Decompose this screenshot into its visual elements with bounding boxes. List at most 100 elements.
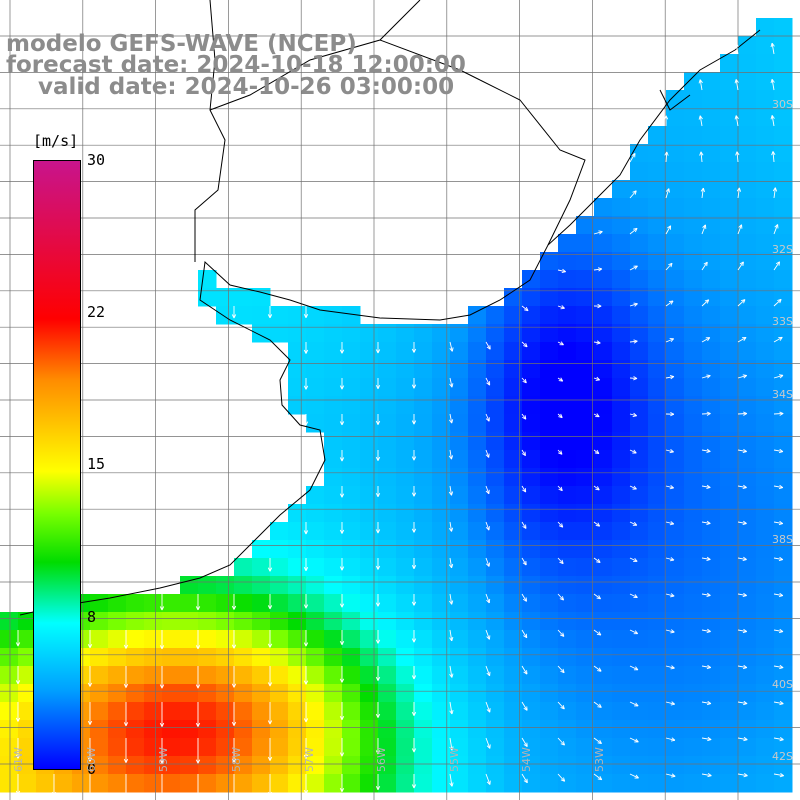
wind-speed-cell	[720, 252, 739, 271]
border-line	[209, 0, 421, 111]
wind-speed-cell	[630, 414, 649, 433]
wind-speed-cell	[576, 576, 595, 595]
wind-speed-cell	[756, 414, 775, 433]
wind-speed-cell	[504, 630, 523, 649]
wind-speed-cell	[738, 90, 757, 109]
wind-speed-cell	[774, 576, 793, 595]
wind-speed-cell	[774, 180, 793, 199]
wind-speed-cell	[342, 486, 361, 505]
wind-arrow	[593, 629, 602, 636]
wind-arrow	[231, 702, 237, 726]
wind-speed-cell	[684, 486, 703, 505]
wind-speed-cell	[702, 576, 721, 595]
wind-speed-cell	[774, 738, 793, 757]
wind-arrow	[375, 486, 381, 498]
wind-arrow	[303, 630, 309, 647]
wind-arrow	[159, 738, 165, 764]
wind-speed-cell	[252, 630, 271, 649]
wind-speed-cell	[738, 774, 757, 793]
wind-speed-cell	[288, 522, 307, 541]
wind-speed-cell	[666, 432, 685, 451]
wind-speed-cell	[666, 756, 685, 775]
wind-speed-cell	[108, 720, 127, 739]
wind-speed-cell	[738, 576, 757, 595]
wind-speed-cell	[414, 378, 433, 397]
wind-speed-cell	[144, 630, 163, 649]
wind-speed-cell	[486, 342, 505, 361]
wind-speed-cell	[684, 162, 703, 181]
wind-arrow	[303, 378, 309, 390]
wind-speed-cell	[774, 108, 793, 127]
wind-speed-cell	[306, 360, 325, 379]
wind-speed-cell	[576, 288, 595, 307]
wind-speed-cell	[558, 396, 577, 415]
wind-arrow	[737, 592, 747, 598]
wind-speed-cell	[576, 342, 595, 361]
wind-speed-cell	[774, 612, 793, 631]
wind-speed-cell	[576, 738, 595, 757]
wind-speed-cell	[306, 738, 325, 757]
wind-speed-cell	[270, 666, 289, 685]
wind-speed-cell	[540, 342, 559, 361]
wind-arrow	[303, 594, 309, 609]
wind-speed-cell	[504, 360, 523, 379]
wind-speed-cell	[468, 702, 487, 721]
wind-speed-cell	[720, 72, 739, 91]
wind-speed-cell	[468, 666, 487, 685]
wind-speed-cell	[306, 612, 325, 631]
wind-speed-cell	[648, 666, 667, 685]
wind-speed-cell	[342, 576, 361, 595]
wind-speed-cell	[450, 558, 469, 577]
wind-speed-cell	[342, 522, 361, 541]
wind-speed-cell	[162, 630, 181, 649]
wind-speed-cell	[648, 774, 667, 793]
wind-arrow	[339, 738, 345, 757]
wind-speed-cell	[666, 90, 685, 109]
wind-speed-cell	[612, 234, 631, 253]
wind-speed-cell	[306, 756, 325, 775]
wind-speed-cell	[288, 360, 307, 379]
wind-speed-cell	[252, 324, 271, 343]
wind-speed-cell	[234, 648, 253, 667]
border-line	[659, 89, 691, 111]
wind-speed-cell	[774, 414, 793, 433]
wind-speed-cell	[684, 126, 703, 145]
wind-speed-cell	[162, 666, 181, 685]
wind-arrow	[557, 629, 565, 637]
wind-arrow	[698, 115, 703, 127]
wind-arrow	[375, 558, 381, 570]
wind-speed-cell	[630, 396, 649, 415]
wind-speed-cell	[216, 666, 235, 685]
wind-speed-cell	[468, 594, 487, 613]
wind-speed-cell	[504, 540, 523, 559]
wind-speed-cell	[774, 432, 793, 451]
wind-arrow	[303, 774, 309, 794]
wind-speed-cell	[450, 648, 469, 667]
wind-arrow	[773, 664, 784, 670]
wind-speed-cell	[450, 468, 469, 487]
wind-arrow	[735, 151, 740, 163]
wind-speed-cell	[90, 684, 109, 703]
wind-arrow	[629, 302, 638, 307]
wind-speed-cell	[450, 342, 469, 361]
wind-speed-cell	[468, 684, 487, 703]
wind-speed-cell	[396, 324, 415, 343]
wind-speed-cell	[540, 576, 559, 595]
wind-speed-cell	[702, 666, 721, 685]
wind-speed-cell	[468, 342, 487, 361]
wind-speed-cell	[738, 180, 757, 199]
wind-arrow	[449, 701, 454, 715]
wind-speed-cell	[360, 666, 379, 685]
wind-speed-cell	[252, 288, 271, 307]
wind-speed-cell	[630, 468, 649, 487]
wind-arrow	[734, 115, 739, 127]
wind-speed-cell	[450, 360, 469, 379]
wind-arrow	[557, 305, 565, 310]
wind-speed-cell	[414, 432, 433, 451]
wind-speed-cell	[342, 684, 361, 703]
wind-speed-cell	[576, 270, 595, 289]
wind-speed-cell	[216, 648, 235, 667]
wind-speed-cell	[180, 756, 199, 775]
wind-speed-cell	[702, 774, 721, 793]
wind-speed-cell	[234, 756, 253, 775]
